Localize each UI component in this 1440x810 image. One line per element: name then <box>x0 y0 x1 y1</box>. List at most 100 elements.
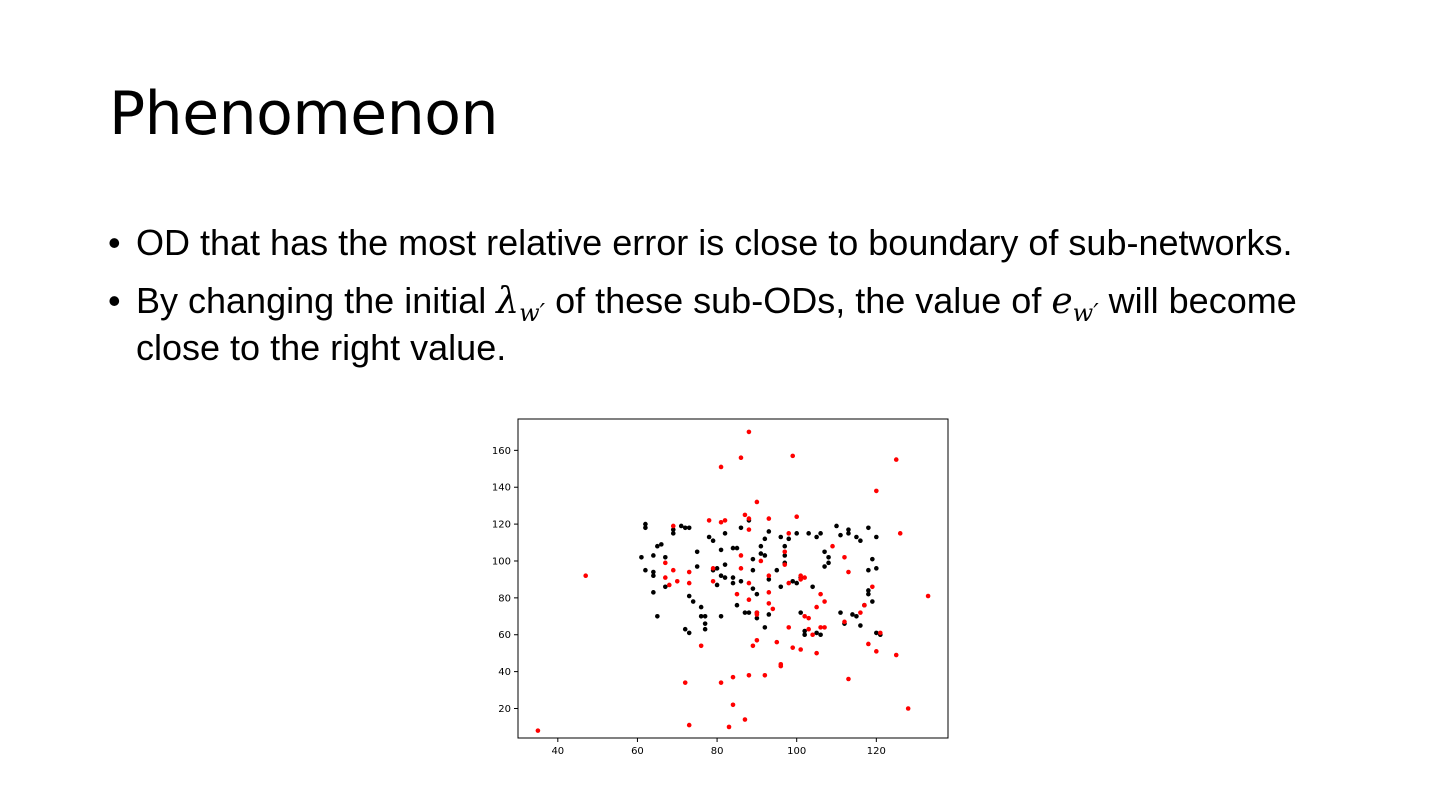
red-data-point <box>663 575 668 580</box>
red-data-point <box>794 514 800 520</box>
black-data-point <box>818 632 823 638</box>
red-data-point <box>774 639 780 645</box>
red-data-point <box>754 612 760 617</box>
red-data-point <box>806 615 811 621</box>
red-data-point <box>925 593 931 599</box>
x-tick-label: 100 <box>787 746 806 757</box>
black-data-point <box>678 523 684 529</box>
red-data-point <box>786 625 792 630</box>
red-data-point <box>897 531 903 536</box>
red-data-point <box>842 619 847 625</box>
slide-title: Phenomenon <box>109 79 498 149</box>
red-data-point <box>818 625 823 630</box>
red-data-point <box>878 630 883 636</box>
black-data-point <box>806 531 811 536</box>
black-data-point <box>874 566 879 571</box>
black-data-point <box>762 553 768 558</box>
black-data-point <box>858 623 863 628</box>
black-data-point <box>682 626 688 632</box>
red-data-point <box>754 499 760 505</box>
bullet-item-2: • By changing the initial λw′ of these s… <box>108 278 1348 371</box>
red-data-point <box>798 577 803 582</box>
black-data-point <box>643 567 648 573</box>
black-data-point <box>814 630 819 636</box>
bullet-marker: • <box>108 280 121 321</box>
red-data-point <box>766 601 772 606</box>
red-data-point <box>698 643 704 649</box>
red-data-point <box>535 728 541 733</box>
black-data-point <box>655 614 660 619</box>
black-data-point <box>659 542 664 547</box>
scatter-plot-svg: 40 60 80 100 120 20 40 60 80 100 120 140 160 <box>492 418 949 757</box>
bullet-marker: • <box>108 222 121 263</box>
black-data-point <box>814 534 819 540</box>
black-data-point <box>663 554 668 560</box>
black-data-point <box>710 538 716 543</box>
red-data-point <box>754 637 760 643</box>
red-data-point <box>830 543 835 549</box>
plot-frame <box>517 418 949 739</box>
red-data-point <box>746 580 752 586</box>
red-data-point <box>746 527 752 532</box>
y-axis-ticks: 20 40 60 80 100 120 140 160 <box>492 446 518 715</box>
black-data-point <box>690 599 696 604</box>
black-data-point <box>702 626 708 632</box>
red-data-point <box>762 673 768 678</box>
bullet-text-mid: of these sub-ODs, the value of <box>545 280 1052 321</box>
red-data-point <box>814 650 819 656</box>
red-data-point <box>786 580 792 586</box>
red-data-point <box>734 591 740 597</box>
black-data-point <box>722 562 728 567</box>
black-data-point <box>651 553 656 558</box>
black-data-point <box>822 564 827 569</box>
black-data-point <box>866 591 871 597</box>
black-data-point <box>802 628 807 634</box>
black-data-point <box>778 534 784 540</box>
red-data-point <box>790 645 796 650</box>
black-data-point <box>694 564 700 569</box>
black-data-point <box>826 554 831 560</box>
black-data-point <box>854 534 859 540</box>
red-data-point <box>874 488 879 494</box>
black-data-point <box>758 543 764 549</box>
red-data-point <box>802 575 807 580</box>
red-data-point <box>806 626 811 632</box>
bullet-text: OD that has the most relative error is c… <box>136 222 1293 263</box>
black-data-point <box>651 569 656 575</box>
red-data-point <box>718 680 724 685</box>
x-axis-ticks: 40 60 80 100 120 <box>551 738 886 757</box>
black-data-point <box>782 543 788 549</box>
red-data-point <box>746 673 752 678</box>
red-data-point <box>786 531 792 536</box>
black-data-point <box>698 604 704 610</box>
red-data-point <box>766 573 772 579</box>
black-data-point <box>838 532 843 538</box>
black-data-point <box>750 556 756 562</box>
red-data-point <box>726 724 732 730</box>
black-data-point <box>870 556 875 562</box>
black-data-point <box>655 543 660 549</box>
black-data-point <box>694 549 700 555</box>
red-data-point <box>682 680 688 685</box>
red-data-point <box>718 519 724 525</box>
black-data-point <box>866 525 871 531</box>
black-data-point <box>651 573 656 579</box>
red-data-point <box>670 523 676 529</box>
black-data-point <box>854 614 859 619</box>
bullet-text-post: will become close to the right value. <box>136 280 1297 368</box>
red-data-point <box>810 632 815 638</box>
black-data-point <box>651 590 656 595</box>
x-tick-label: 120 <box>867 746 886 757</box>
red-data-point <box>802 614 807 619</box>
black-data-point <box>754 591 760 597</box>
bullet-text-pre: By changing the initial <box>136 280 497 321</box>
red-data-point <box>846 569 851 575</box>
red-data-point <box>893 457 899 462</box>
black-data-point <box>722 575 728 580</box>
red-data-point <box>742 717 748 722</box>
red-data-point <box>782 562 788 567</box>
black-data-point <box>762 536 768 542</box>
black-data-point <box>702 614 708 619</box>
y-tick-label: 40 <box>498 667 511 678</box>
black-data-point <box>778 584 784 590</box>
